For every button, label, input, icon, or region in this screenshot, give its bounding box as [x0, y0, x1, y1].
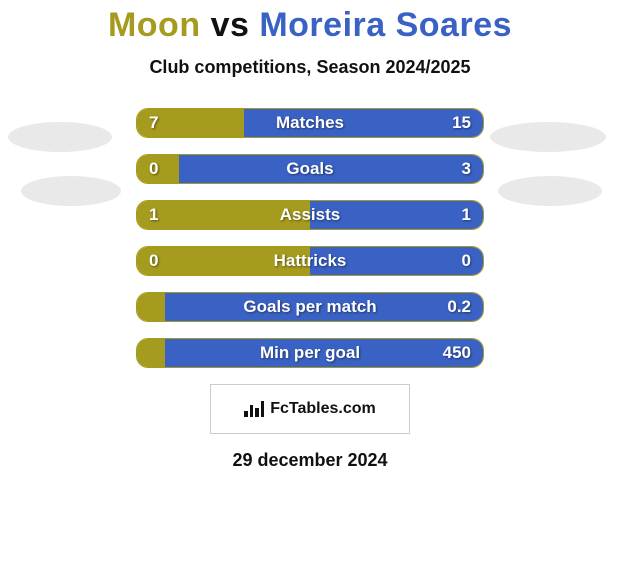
subtitle: Club competitions, Season 2024/2025: [0, 57, 620, 78]
stat-label: Goals per match: [137, 293, 483, 322]
avatar-placeholder: [8, 122, 112, 152]
source-badge[interactable]: FcTables.com: [210, 384, 410, 434]
stat-label: Matches: [137, 109, 483, 138]
stat-label: Min per goal: [137, 339, 483, 368]
stats-container: 715Matches 03Goals 11Assists 00Hattricks 0.2…: [136, 108, 484, 368]
source-badge-text: FcTables.com: [270, 400, 376, 418]
stat-label: Hattricks: [137, 247, 483, 276]
stat-row: 0.2Goals per match: [136, 292, 484, 322]
stat-label: Goals: [137, 155, 483, 184]
date-label: 29 december 2024: [0, 450, 620, 471]
stat-row: 00Hattricks: [136, 246, 484, 276]
title-separator: vs: [211, 6, 250, 44]
stat-label: Assists: [137, 201, 483, 230]
stat-row: 715Matches: [136, 108, 484, 138]
stat-row: 03Goals: [136, 154, 484, 184]
chart-icon: [244, 401, 264, 417]
avatar-placeholder: [490, 122, 606, 152]
player-a-name: Moon: [108, 6, 201, 44]
stat-row: 450Min per goal: [136, 338, 484, 368]
page-title: Moon vs Moreira Soares: [0, 0, 620, 45]
flag-placeholder: [498, 176, 602, 206]
player-b-name: Moreira Soares: [259, 6, 512, 44]
flag-placeholder: [21, 176, 121, 206]
stat-row: 11Assists: [136, 200, 484, 230]
comparison-card: Moon vs Moreira Soares Club competitions…: [0, 0, 620, 580]
